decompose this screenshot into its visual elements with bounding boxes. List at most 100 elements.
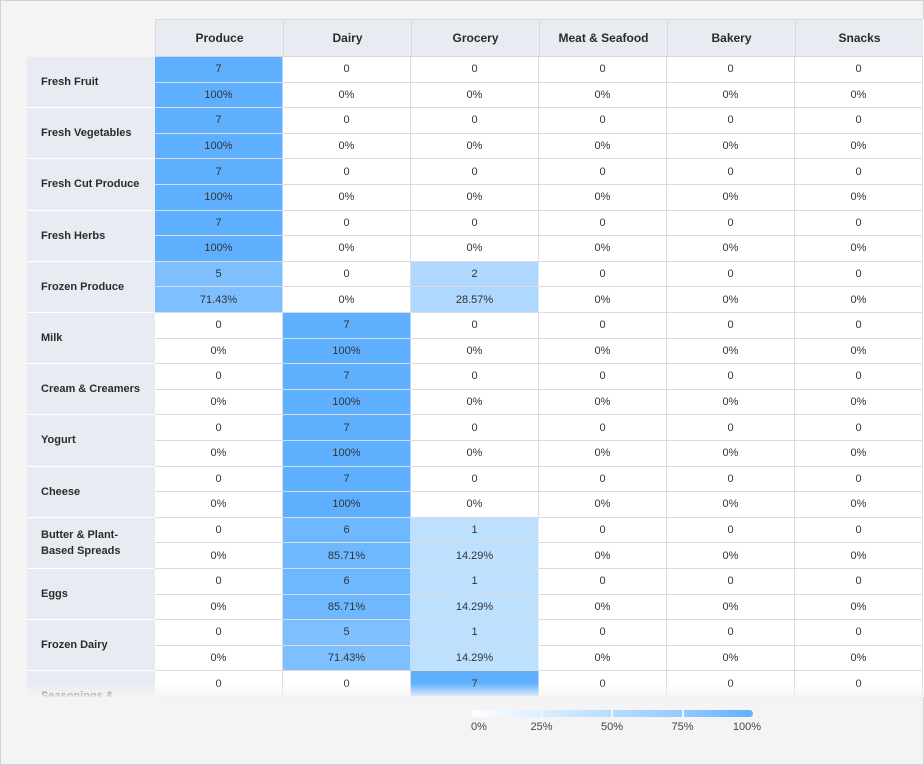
percent-cell[interactable]: 0% xyxy=(795,594,923,621)
count-cell[interactable]: 0 xyxy=(155,466,283,493)
count-cell[interactable]: 0 xyxy=(667,569,795,595)
count-cell[interactable]: 0 xyxy=(283,57,411,83)
percent-cell[interactable]: 0% xyxy=(155,492,283,518)
count-cell[interactable]: 0 xyxy=(667,466,795,493)
count-cell[interactable]: 0 xyxy=(539,313,667,339)
percent-cell[interactable]: 0% xyxy=(283,133,411,160)
percent-cell[interactable]: 100% xyxy=(283,338,411,365)
percent-cell[interactable]: 0% xyxy=(411,236,539,262)
percent-cell[interactable]: 0% xyxy=(539,645,667,672)
count-cell[interactable]: 0 xyxy=(795,364,923,390)
percent-cell[interactable]: 0% xyxy=(667,492,795,518)
percent-cell[interactable]: 0% xyxy=(667,389,795,416)
count-cell[interactable]: 0 xyxy=(283,210,411,237)
count-cell[interactable]: 0 xyxy=(155,415,283,441)
count-cell[interactable]: 7 xyxy=(155,108,283,134)
percent-cell[interactable]: 71.43% xyxy=(155,287,283,313)
percent-cell[interactable]: 0% xyxy=(155,594,283,621)
percent-cell[interactable]: 0% xyxy=(283,185,411,211)
count-cell[interactable]: 1 xyxy=(411,620,539,646)
percent-cell[interactable]: 0% xyxy=(795,185,923,211)
percent-cell[interactable]: 0% xyxy=(283,236,411,262)
percent-cell[interactable]: 71.43% xyxy=(283,645,411,672)
percent-cell[interactable]: 0% xyxy=(539,287,667,313)
count-cell[interactable]: 0 xyxy=(411,466,539,493)
count-cell[interactable]: 0 xyxy=(539,57,667,83)
count-cell[interactable]: 5 xyxy=(155,261,283,288)
count-cell[interactable]: 0 xyxy=(539,517,667,544)
count-cell[interactable]: 0 xyxy=(411,159,539,185)
percent-cell[interactable]: 0% xyxy=(667,645,795,672)
count-cell[interactable]: 0 xyxy=(155,517,283,544)
count-cell[interactable]: 7 xyxy=(155,210,283,237)
count-cell[interactable]: 0 xyxy=(155,313,283,339)
count-cell[interactable]: 6 xyxy=(283,517,411,544)
percent-cell[interactable]: 0% xyxy=(795,543,923,569)
count-cell[interactable]: 1 xyxy=(411,517,539,544)
count-cell[interactable]: 0 xyxy=(667,210,795,237)
count-cell[interactable]: 0 xyxy=(155,364,283,390)
count-cell[interactable]: 0 xyxy=(667,620,795,646)
percent-cell[interactable]: 0% xyxy=(155,389,283,416)
count-cell[interactable]: 1 xyxy=(411,569,539,595)
percent-cell[interactable]: 100% xyxy=(155,82,283,109)
percent-cell[interactable]: 100% xyxy=(155,185,283,211)
percent-cell[interactable]: 0% xyxy=(795,645,923,672)
count-cell[interactable]: 0 xyxy=(667,671,795,697)
count-cell[interactable]: 2 xyxy=(411,261,539,288)
count-cell[interactable]: 0 xyxy=(539,261,667,288)
percent-cell[interactable]: 0% xyxy=(411,185,539,211)
percent-cell[interactable]: 0% xyxy=(667,543,795,569)
count-cell[interactable]: 0 xyxy=(795,517,923,544)
percent-cell[interactable]: 0% xyxy=(539,133,667,160)
count-cell[interactable]: 7 xyxy=(155,57,283,83)
count-cell[interactable]: 0 xyxy=(667,261,795,288)
count-cell[interactable]: 0 xyxy=(539,108,667,134)
count-cell[interactable]: 0 xyxy=(667,517,795,544)
percent-cell[interactable]: 0% xyxy=(411,82,539,109)
percent-cell[interactable]: 85.71% xyxy=(283,543,411,569)
count-cell[interactable]: 0 xyxy=(795,159,923,185)
percent-cell[interactable]: 0% xyxy=(539,236,667,262)
percent-cell[interactable]: 14.29% xyxy=(411,543,539,569)
count-cell[interactable]: 5 xyxy=(283,620,411,646)
count-cell[interactable]: 0 xyxy=(539,159,667,185)
count-cell[interactable]: 0 xyxy=(667,108,795,134)
percent-cell[interactable]: 0% xyxy=(283,287,411,313)
count-cell[interactable]: 0 xyxy=(667,159,795,185)
count-cell[interactable]: 0 xyxy=(667,364,795,390)
count-cell[interactable]: 6 xyxy=(283,569,411,595)
count-cell[interactable]: 0 xyxy=(795,261,923,288)
percent-cell[interactable]: 14.29% xyxy=(411,645,539,672)
count-cell[interactable]: 0 xyxy=(283,108,411,134)
count-cell[interactable]: 0 xyxy=(411,210,539,237)
percent-cell[interactable]: 100% xyxy=(283,492,411,518)
count-cell[interactable]: 0 xyxy=(795,466,923,493)
percent-cell[interactable]: 0% xyxy=(411,338,539,365)
percent-cell[interactable]: 100% xyxy=(155,236,283,262)
percent-cell[interactable]: 0% xyxy=(667,287,795,313)
percent-cell[interactable]: 0% xyxy=(411,133,539,160)
count-cell[interactable]: 7 xyxy=(283,313,411,339)
count-cell[interactable]: 0 xyxy=(155,671,283,697)
count-cell[interactable]: 0 xyxy=(539,620,667,646)
count-cell[interactable]: 0 xyxy=(667,415,795,441)
count-cell[interactable]: 7 xyxy=(283,466,411,493)
percent-cell[interactable]: 0% xyxy=(795,287,923,313)
count-cell[interactable]: 0 xyxy=(795,210,923,237)
count-cell[interactable]: 7 xyxy=(411,671,539,697)
count-cell[interactable]: 0 xyxy=(411,108,539,134)
percent-cell[interactable]: 0% xyxy=(155,441,283,467)
count-cell[interactable]: 0 xyxy=(283,671,411,697)
count-cell[interactable]: 0 xyxy=(539,364,667,390)
percent-cell[interactable]: 0% xyxy=(795,492,923,518)
percent-cell[interactable]: 0% xyxy=(539,389,667,416)
percent-cell[interactable]: 0% xyxy=(667,441,795,467)
count-cell[interactable]: 0 xyxy=(539,569,667,595)
percent-cell[interactable]: 0% xyxy=(667,236,795,262)
count-cell[interactable]: 7 xyxy=(155,159,283,185)
percent-cell[interactable]: 0% xyxy=(795,389,923,416)
percent-cell[interactable]: 0% xyxy=(411,492,539,518)
count-cell[interactable]: 7 xyxy=(283,364,411,390)
count-cell[interactable]: 0 xyxy=(667,57,795,83)
